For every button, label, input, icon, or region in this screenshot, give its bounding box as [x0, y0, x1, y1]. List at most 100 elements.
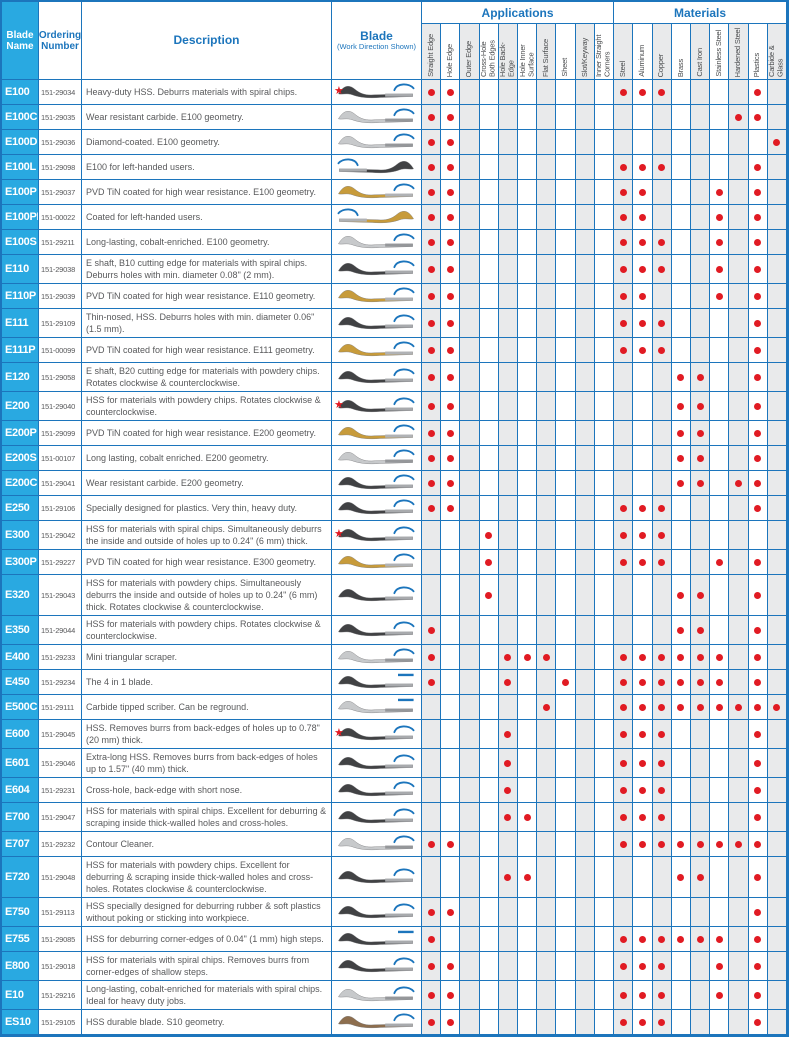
application-cell-sheet — [556, 1010, 576, 1035]
blade-shaft — [385, 270, 413, 274]
application-cell-inner-straight-corners — [594, 952, 615, 981]
blade-image-cell — [332, 255, 422, 284]
application-cell-straight-edge — [422, 952, 442, 981]
material-cell-carbide-glass — [767, 857, 787, 898]
material-cell-cast-iron — [690, 446, 711, 471]
material-cell-hardened-steel — [729, 230, 749, 255]
application-cell-flat-surface — [537, 180, 557, 205]
application-cell-straight-edge — [422, 180, 442, 205]
material-cell-plastics — [748, 616, 768, 645]
application-cell-hole-edge — [441, 695, 461, 720]
ordering-number-cell: 151-29216 — [39, 981, 82, 1010]
material-cell-hardened-steel — [729, 255, 749, 284]
material-dot — [754, 678, 762, 686]
material-cell-stainless-steel — [710, 898, 730, 927]
blade-name-cell: E400 — [2, 645, 39, 670]
application-cell-flat-surface — [537, 778, 557, 803]
material-dot — [696, 429, 704, 437]
application-cell-outer-edge — [460, 981, 480, 1010]
material-dot — [754, 759, 762, 767]
material-cell-cast-iron — [690, 720, 711, 749]
application-cell-outer-edge — [460, 778, 480, 803]
blade-name-cell: E200P — [2, 421, 39, 446]
material-cell-stainless-steel — [710, 749, 730, 778]
application-cell-outer-edge — [460, 496, 480, 521]
application-cell-hole-inner-surface — [518, 575, 538, 616]
work-direction-arrow-icon — [337, 208, 359, 217]
application-cell-hole-back-edge — [498, 255, 519, 284]
material-cell-aluminum — [633, 105, 653, 130]
material-dot — [696, 840, 704, 848]
work-direction-line-icon — [398, 930, 414, 934]
material-cell-plastics — [748, 670, 768, 695]
material-dot — [754, 1018, 762, 1026]
material-cell-hardened-steel — [729, 521, 749, 550]
application-cell-cross-hole-both-edges — [479, 832, 499, 857]
application-cell-flat-surface — [537, 446, 557, 471]
application-cell-sheet — [556, 230, 576, 255]
application-cell-hole-back-edge — [498, 80, 519, 105]
material-cell-carbide-glass — [767, 749, 787, 778]
material-cell-cast-iron — [690, 981, 711, 1010]
application-cell-straight-edge — [422, 670, 442, 695]
column-header-label: Sheet — [560, 58, 570, 77]
material-dot — [754, 626, 762, 634]
application-cell-hole-edge — [441, 392, 461, 421]
application-cell-outer-edge — [460, 1010, 480, 1035]
material-cell-carbide-glass — [767, 927, 787, 952]
material-cell-copper — [652, 284, 672, 309]
application-cell-slot-keyway — [575, 720, 595, 749]
material-cell-steel — [614, 446, 634, 471]
application-cell-sheet — [556, 857, 576, 898]
blade-illustration — [338, 725, 415, 741]
blade-illustration — [338, 903, 415, 919]
ordering-number-cell: 151-29105 — [39, 1010, 82, 1035]
application-cell-outer-edge — [460, 521, 480, 550]
material-dot — [734, 703, 742, 711]
work-direction-arrow-icon — [393, 397, 415, 406]
blade-image-cell — [332, 155, 422, 180]
application-dot — [446, 238, 454, 246]
material-cell-copper — [652, 695, 672, 720]
material-cell-stainless-steel — [710, 803, 730, 832]
application-cell-cross-hole-both-edges — [479, 421, 499, 446]
material-cell-copper — [652, 981, 672, 1010]
blade-name-cell: E707 — [2, 832, 39, 857]
application-dot — [427, 429, 435, 437]
application-cell-flat-surface — [537, 284, 557, 309]
application-dot — [427, 1018, 435, 1026]
material-cell-aluminum — [633, 645, 653, 670]
application-cell-outer-edge — [460, 338, 480, 363]
blade-image-cell — [332, 616, 422, 645]
featured-star-icon: ★ — [334, 85, 344, 98]
blade-image-cell — [332, 695, 422, 720]
blade-shaft — [385, 683, 413, 687]
ordering-number-cell: 151-29034 — [39, 80, 82, 105]
material-cell-plastics — [748, 392, 768, 421]
material-cell-aluminum — [633, 309, 653, 338]
material-cell-copper — [652, 155, 672, 180]
application-cell-straight-edge — [422, 927, 442, 952]
material-cell-stainless-steel — [710, 446, 730, 471]
application-dot — [427, 678, 435, 686]
application-cell-hole-edge — [441, 575, 461, 616]
material-cell-aluminum — [633, 857, 653, 898]
work-direction-arrow-icon — [393, 986, 415, 995]
material-cell-hardened-steel — [729, 645, 749, 670]
application-cell-hole-edge — [441, 927, 461, 952]
work-direction-arrow-icon — [393, 868, 415, 877]
blade-illustration — [338, 1013, 415, 1029]
application-dot — [427, 113, 435, 121]
description-cell: HSS for materials with powdery chips. Ro… — [82, 392, 332, 421]
material-cell-aluminum — [633, 749, 653, 778]
column-header-cast-iron: Cast Iron — [690, 24, 711, 80]
application-cell-hole-edge — [441, 550, 461, 575]
material-dot — [638, 962, 646, 970]
material-cell-carbide-glass — [767, 363, 787, 392]
application-cell-inner-straight-corners — [594, 1010, 615, 1035]
application-cell-hole-back-edge — [498, 363, 519, 392]
material-cell-brass — [671, 695, 691, 720]
material-cell-hardened-steel — [729, 421, 749, 446]
application-cell-sheet — [556, 832, 576, 857]
